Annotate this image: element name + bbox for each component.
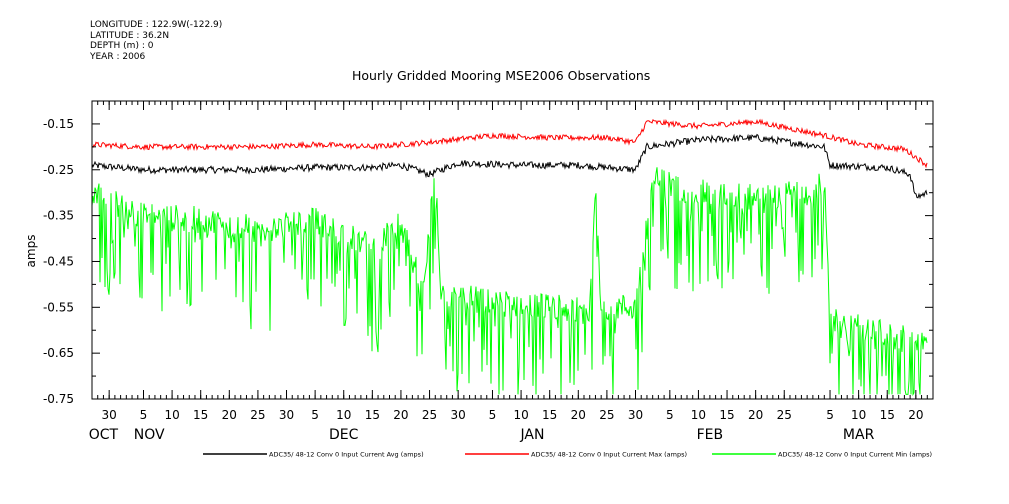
x-tick-label: 30 xyxy=(451,408,466,422)
plot-frame xyxy=(91,100,934,400)
latitude-text: LATITUDE : 36.2N xyxy=(90,30,170,41)
legend-label-1: ADC35/ 48-12 Conv 0 Input Current Max (a… xyxy=(531,451,687,459)
x-tick-label: 25 xyxy=(777,408,792,422)
y-tick-label: -0.55 xyxy=(43,300,74,314)
y-tick-label: -0.15 xyxy=(43,117,74,131)
ticks-layer xyxy=(91,101,934,400)
y-tick-label: -0.45 xyxy=(43,254,74,268)
legend-label-2: ADC35/ 48-12 Conv 0 Input Current Min (a… xyxy=(778,451,932,459)
y-tick-label: -0.25 xyxy=(43,163,74,177)
x-tick-label: 10 xyxy=(691,408,706,422)
x-tick-label: 15 xyxy=(880,408,895,422)
series-line-2 xyxy=(91,167,928,397)
year-text: YEAR : 2006 xyxy=(90,51,146,62)
x-tick-label: 20 xyxy=(908,408,923,422)
longitude-text: LONGITUDE : 122.9W(-122.9) xyxy=(90,20,223,30)
y-axis-label: amps xyxy=(24,235,38,268)
metadata-block: LONGITUDE : 122.9W(-122.9) LATITUDE : 36… xyxy=(90,20,222,62)
x-tick-label: 20 xyxy=(393,408,408,422)
x-tick-label: 25 xyxy=(422,408,437,422)
chart-title: Hourly Gridded Mooring MSE2006 Observati… xyxy=(352,68,651,83)
month-label: DEC xyxy=(329,427,359,443)
month-label: OCT xyxy=(89,427,119,443)
x-tick-label: 10 xyxy=(851,408,866,422)
labels-layer: -0.15 -0.25 -0.35 -0.45 -0.55 -0.65 -0.75 30 5 10… xyxy=(43,117,924,443)
month-label: MAR xyxy=(843,427,875,443)
x-tick-label: 10 xyxy=(336,408,351,422)
x-tick-label: 15 xyxy=(542,408,557,422)
month-label: FEB xyxy=(697,427,724,443)
month-label: NOV xyxy=(134,427,165,443)
x-tick-label: 20 xyxy=(748,408,763,422)
x-tick-label: 5 xyxy=(140,408,148,422)
x-tick-label: 10 xyxy=(164,408,179,422)
legend-label-0: ADC35/ 48-12 Conv 0 Input Current Avg (a… xyxy=(269,451,424,459)
x-tick-label: 5 xyxy=(666,408,674,422)
series-line-0 xyxy=(91,133,928,200)
x-tick-label: 15 xyxy=(193,408,208,422)
y-tick-label: -0.35 xyxy=(43,209,74,223)
series-layer xyxy=(91,118,928,397)
month-label: JAN xyxy=(520,427,545,443)
x-tick-label: 15 xyxy=(719,408,734,422)
x-tick-label: 30 xyxy=(279,408,294,422)
x-tick-label: 5 xyxy=(826,408,834,422)
legend: ADC35/ 48-12 Conv 0 Input Current Avg (a… xyxy=(203,451,932,459)
series-line-1 xyxy=(91,118,928,169)
x-tick-label: 25 xyxy=(250,408,265,422)
x-tick-label: 5 xyxy=(311,408,319,422)
depth-text: DEPTH (m) : 0 xyxy=(90,41,154,51)
y-tick-label: -0.75 xyxy=(43,392,74,406)
x-tick-label: 25 xyxy=(599,408,614,422)
x-tick-label: 5 xyxy=(489,408,497,422)
y-tick-label: -0.65 xyxy=(43,346,74,360)
x-tick-label: 20 xyxy=(571,408,586,422)
x-tick-label: 10 xyxy=(513,408,528,422)
x-tick-label: 20 xyxy=(222,408,237,422)
x-tick-label: 30 xyxy=(102,408,117,422)
x-tick-label: 15 xyxy=(365,408,380,422)
x-tick-label: 30 xyxy=(628,408,643,422)
